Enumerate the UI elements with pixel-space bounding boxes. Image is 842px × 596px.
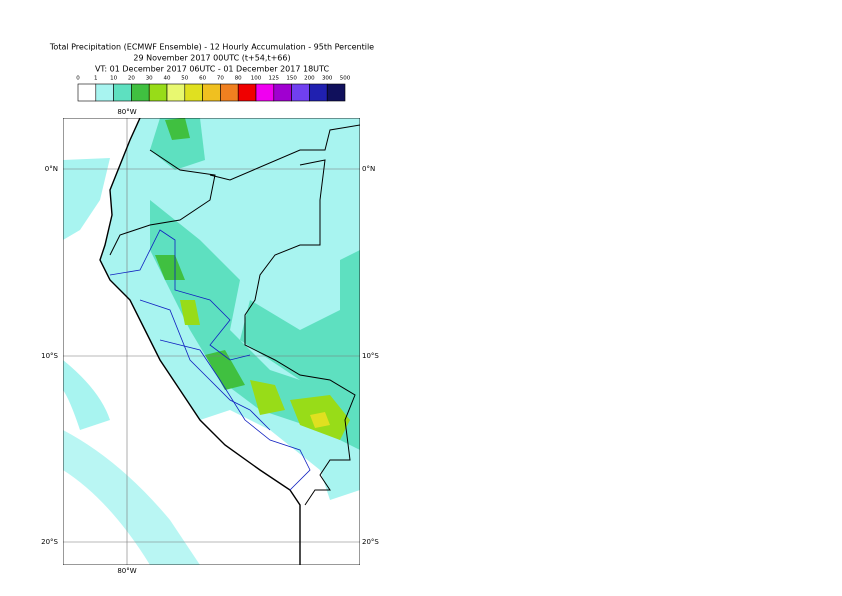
legend-label: 50	[181, 76, 188, 82]
title-line: VT: 01 December 2017 06UTC - 01 December…	[95, 65, 329, 74]
legend-label: 60	[199, 76, 206, 82]
lat-label: 10°S	[41, 352, 58, 360]
legend-swatch	[131, 83, 150, 102]
legend-swatch	[166, 83, 186, 102]
legend-swatch	[255, 83, 275, 102]
legend-swatch	[184, 83, 203, 102]
legend-label: 10	[110, 76, 117, 82]
legend-label: 300	[322, 76, 333, 82]
legend-label: 20	[128, 76, 135, 82]
legend-swatch	[77, 83, 97, 102]
legend-label: 80	[235, 76, 242, 82]
lat-label: 0°N	[362, 165, 375, 173]
legend-swatch	[291, 83, 310, 102]
title-line: 29 November 2017 00UTC (t+54,t+66)	[133, 54, 290, 63]
legend-label: 40	[164, 76, 171, 82]
legend-label: 150	[286, 76, 297, 82]
legend-swatch	[326, 83, 346, 102]
legend-swatch	[273, 83, 292, 102]
legend-label: 125	[269, 76, 280, 82]
legend-swatch	[237, 83, 257, 102]
legend-swatch	[202, 83, 221, 102]
legend-label: 500	[340, 76, 351, 82]
legend-label: 1	[94, 76, 98, 82]
title-line: Total Precipitation (ECMWF Ensemble) - 1…	[49, 43, 374, 52]
legend-label: 200	[304, 76, 315, 82]
lat-label: 0°N	[45, 165, 58, 173]
legend: 0 1 10 20 30 40 50 60 70 80 100 125 150 200 300 500	[76, 76, 351, 102]
lat-label: 20°S	[362, 538, 379, 546]
map	[63, 118, 360, 565]
lat-label: 10°S	[362, 352, 379, 360]
legend-label: 30	[146, 76, 153, 82]
lon-label: 80°W	[117, 108, 136, 116]
legend-swatch	[309, 83, 328, 102]
legend-label: 100	[251, 76, 262, 82]
lon-label: 80°W	[117, 567, 136, 575]
lat-label: 20°S	[41, 538, 58, 546]
legend-label: 0	[76, 76, 80, 82]
legend-label: 70	[217, 76, 224, 82]
legend-swatch	[113, 83, 132, 102]
legend-swatch	[95, 83, 114, 102]
legend-swatch	[148, 83, 168, 102]
legend-swatch	[220, 83, 239, 102]
